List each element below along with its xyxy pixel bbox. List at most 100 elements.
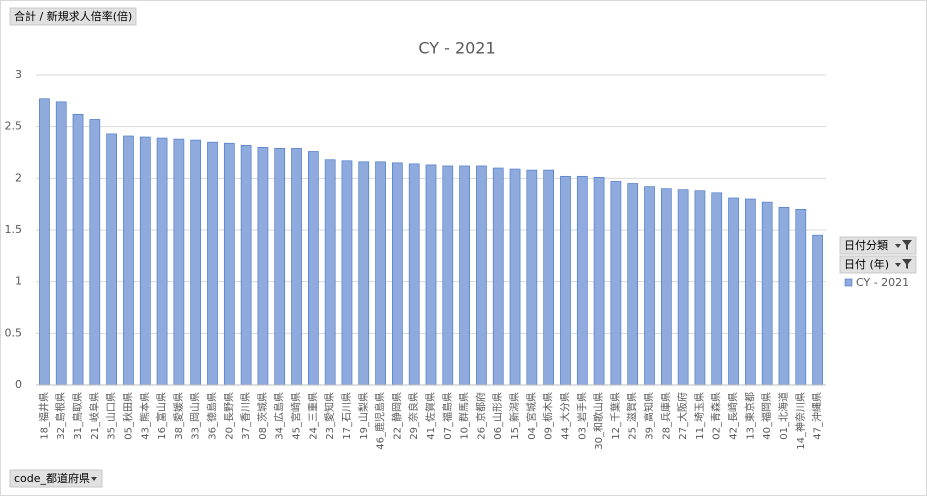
x-tick-label: 31_鳥取県 [71, 392, 84, 440]
bar [106, 133, 117, 386]
x-tick-label: 47_沖縄県 [811, 392, 824, 440]
bar [223, 142, 235, 386]
value-field-button[interactable] [9, 7, 137, 26]
bar [408, 163, 420, 386]
x-tick-label: 13_東京都 [743, 392, 756, 440]
x-tick-label: 27_大阪府 [676, 392, 689, 440]
x-tick-label: 24_三重県 [306, 392, 319, 440]
x-tick-label: 14_神奈川県 [794, 392, 807, 450]
chart-title: CY - 2021 [418, 39, 495, 58]
legend-swatch [844, 278, 853, 287]
x-tick-label: 43_熊本県 [138, 392, 151, 440]
x-tick-label: 33_岡山県 [190, 392, 202, 440]
x-tick-label: 20_長野県 [223, 392, 235, 440]
x-tick-label: 18_福井県 [37, 392, 50, 440]
legend-label: CY - 2021 [856, 276, 909, 289]
bar [711, 192, 723, 386]
bar [677, 189, 689, 386]
x-tick-label: 26_京都府 [474, 392, 487, 440]
bar [274, 148, 286, 386]
bar [307, 151, 319, 386]
bar [341, 160, 353, 386]
bar [644, 186, 655, 386]
filter-icon[interactable] [895, 240, 912, 250]
x-tick-label: 21_岐阜県 [88, 392, 101, 440]
x-tick-label: 19_山梨県 [357, 392, 370, 440]
x-tick-label: 39_高知県 [643, 392, 656, 440]
bar [761, 201, 773, 386]
bar [694, 190, 706, 386]
x-tick-label: 25_滋賀県 [626, 392, 639, 440]
bar [610, 181, 622, 386]
bar [358, 161, 370, 386]
bar [173, 138, 185, 386]
bar [123, 135, 134, 386]
bar [442, 165, 454, 386]
y-tick-label: 2 [15, 171, 22, 184]
x-tick-label: 38_愛媛県 [172, 392, 185, 440]
x-tick-label: 11_埼玉県 [693, 392, 706, 440]
bar [459, 165, 470, 386]
x-tick-label: 37_香川県 [240, 392, 252, 440]
y-tick-label: 0 [15, 378, 22, 391]
bar [156, 137, 168, 386]
x-tick-label: 28_兵庫県 [659, 392, 672, 440]
bar [392, 162, 403, 386]
dropdown-icon[interactable] [91, 477, 97, 481]
legend-field-button[interactable] [839, 255, 917, 274]
y-tick-label: 3 [15, 68, 22, 81]
bar [593, 177, 605, 386]
legend-field-button[interactable] [839, 236, 917, 255]
value-field-label: 合計 / 新規求人倍率(倍) [14, 9, 132, 23]
x-tick-label: 05_秋田県 [121, 392, 134, 440]
x-tick-label: 46_鹿児島県 [374, 392, 387, 450]
x-tick-label: 06_山形県 [492, 392, 504, 440]
x-tick-label: 29_奈良県 [407, 392, 420, 440]
bar [812, 234, 823, 386]
bar [89, 119, 101, 386]
x-tick-label: 03_岩手県 [575, 392, 588, 440]
x-tick-label: 44_大分県 [558, 392, 571, 440]
x-tick-label: 36_徳島県 [205, 392, 218, 440]
bar [324, 159, 336, 386]
x-tick-label: 32_島根県 [54, 392, 67, 440]
x-tick-label: 45_宮崎県 [290, 392, 303, 440]
bar [728, 197, 739, 386]
bar [627, 183, 639, 386]
bar [576, 175, 588, 386]
y-tick-label: 0.5 [5, 326, 23, 339]
x-tick-label: 34_広島県 [273, 392, 286, 440]
bar [476, 165, 487, 386]
x-tick-label: 09_栃木県 [542, 392, 555, 440]
bar [139, 136, 151, 386]
x-tick-label: 07_福島県 [441, 392, 454, 440]
bar [526, 169, 538, 386]
axis-field-button[interactable] [9, 469, 103, 488]
x-tick-label: 08_茨城県 [256, 392, 269, 440]
bar [492, 167, 504, 386]
legend-field-label: 日付分類 [844, 239, 888, 252]
x-tick-label: 35_山口県 [106, 392, 118, 440]
filter-icon[interactable] [895, 259, 912, 269]
bar [291, 148, 302, 386]
bar [55, 101, 67, 386]
x-tick-label: 01_北海道 [777, 392, 790, 440]
bar [660, 188, 672, 386]
bar [745, 198, 756, 386]
bar [257, 147, 269, 386]
x-tick-label: 41_佐賀県 [425, 392, 437, 440]
x-tick-label: 17_石川県 [341, 392, 353, 440]
x-tick-label: 15_新潟県 [508, 392, 521, 440]
bar [190, 139, 202, 386]
x-tick-label: 10_群馬県 [458, 392, 471, 440]
bar [39, 98, 50, 386]
legend-field-label: 日付 (年) [844, 257, 889, 271]
x-tick-label: 22_静岡県 [390, 392, 403, 440]
x-tick-label: 23_愛知県 [323, 392, 336, 440]
bar [72, 113, 84, 386]
bar [240, 144, 252, 386]
bar [543, 169, 555, 386]
y-tick-label: 1.5 [5, 223, 23, 236]
x-tick-label: 30_和歌山県 [592, 392, 605, 450]
